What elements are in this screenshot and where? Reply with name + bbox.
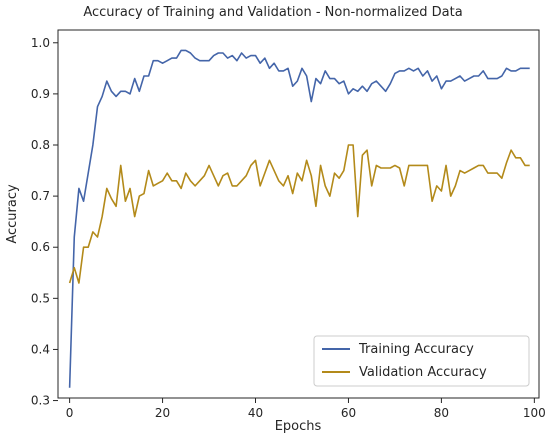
x-tick-label: 40 bbox=[248, 406, 263, 420]
y-tick-label: 0.3 bbox=[31, 394, 50, 408]
series-layer bbox=[68, 49, 530, 388]
y-axis-label: Accuracy bbox=[5, 184, 20, 244]
series-line-validation bbox=[68, 144, 530, 284]
y-tick-label: 0.9 bbox=[31, 87, 50, 101]
chart-title: Accuracy of Training and Validation - No… bbox=[83, 5, 462, 20]
x-tick-label: 80 bbox=[434, 406, 449, 420]
x-tick-label: 20 bbox=[155, 406, 170, 420]
legend-label-training: Training Accuracy bbox=[358, 342, 474, 357]
x-tick-label: 60 bbox=[341, 406, 356, 420]
legend-label-validation: Validation Accuracy bbox=[359, 365, 487, 380]
series-line-training bbox=[68, 49, 530, 388]
legend: Training Accuracy Validation Accuracy bbox=[313, 335, 530, 387]
y-tick-label: 0.4 bbox=[31, 342, 50, 356]
y-tick-label: 0.6 bbox=[31, 240, 50, 254]
y-tick-label: 1.0 bbox=[31, 36, 50, 50]
y-tick-label: 0.5 bbox=[31, 291, 50, 305]
y-tick-label: 0.7 bbox=[31, 189, 50, 203]
x-axis-label: Epochs bbox=[275, 419, 322, 434]
x-tick-label: 100 bbox=[523, 406, 546, 420]
x-axis: 0 20 40 60 80 100 bbox=[66, 398, 546, 420]
x-tick-label: 0 bbox=[66, 406, 74, 420]
y-axis: 0.3 0.4 0.5 0.6 0.7 0.8 0.9 1.0 bbox=[31, 36, 58, 408]
plot-frame bbox=[57, 29, 540, 399]
y-tick-label: 0.8 bbox=[31, 138, 50, 152]
legend-box bbox=[313, 335, 530, 387]
